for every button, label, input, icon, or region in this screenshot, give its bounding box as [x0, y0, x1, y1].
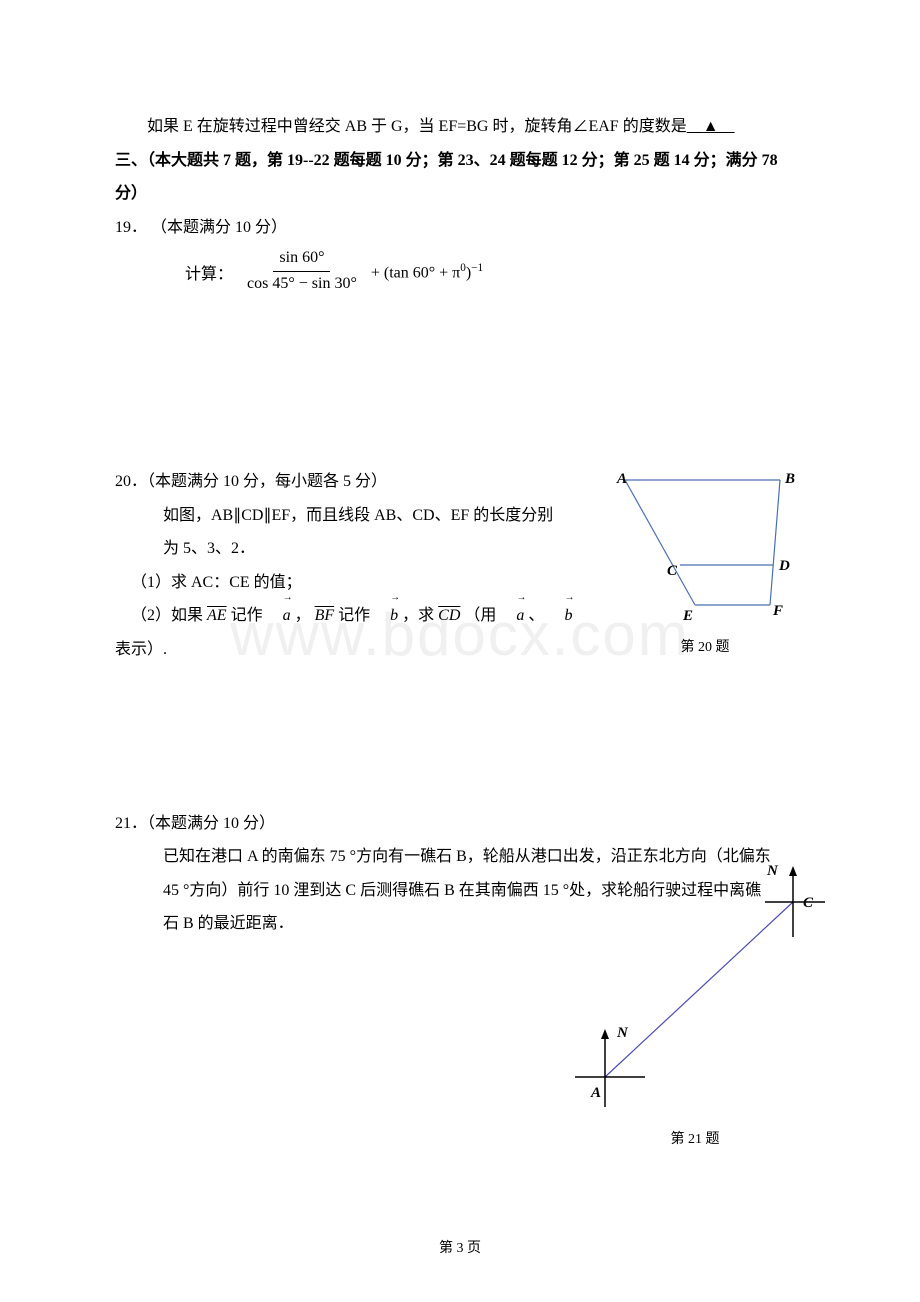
- q19-formula: 计算： sin 60° cos 45° − sin 30° + (tan 60°…: [185, 248, 805, 295]
- vec-a2: a: [500, 599, 524, 633]
- q20-part2: （2）如果 AE 记作 a ， BF 记作 b ，求 CD （用 a 、 b 表…: [115, 599, 585, 666]
- label-C: C: [667, 563, 678, 579]
- q20-caption: 第 20 题: [605, 636, 805, 656]
- q19-workspace: [115, 295, 805, 465]
- section3-heading: 三、（本大题共 7 题，第 19--22 题每题 10 分；第 23、24 题每…: [115, 144, 805, 211]
- q21-caption: 第 21 题: [555, 1128, 835, 1148]
- label-N1: N: [616, 1025, 629, 1041]
- label-A: A: [590, 1085, 601, 1101]
- page-number: 第 3 页: [0, 1237, 920, 1257]
- vec-CD: CD: [438, 607, 460, 624]
- page-content: 如果 E 在旋转过程中曾经交 AB 于 G，当 EF=BG 时，旋转角∠EAF …: [115, 110, 805, 941]
- label-F: F: [772, 603, 783, 619]
- q19-fraction: sin 60° cos 45° − sin 30°: [241, 248, 363, 295]
- label-A: A: [616, 471, 627, 487]
- q19-calc-label: 计算：: [185, 260, 233, 284]
- vec-b2: b: [548, 599, 572, 633]
- q18-text: 如果 E 在旋转过程中曾经交 AB 于 G，当 EF=BG 时，旋转角∠EAF …: [147, 118, 687, 135]
- q19-header: 19． （本题满分 10 分）: [115, 211, 805, 245]
- line-BF: [770, 480, 780, 605]
- q20-score: （本题满分 10 分，每小题各 5 分）: [147, 473, 387, 490]
- vec-AE: AE: [207, 607, 227, 624]
- label-E: E: [682, 608, 693, 624]
- q20-container: 20．（本题满分 10 分，每小题各 5 分） 如图，AB∥CD∥EF，而且线段…: [115, 465, 805, 667]
- label-N2: N: [766, 863, 779, 879]
- q19-plus-term: + (tan 60° + π0)−1: [371, 262, 483, 282]
- label-B: B: [784, 471, 795, 487]
- q20-figure: A B C D E F 第 20 题: [605, 465, 805, 656]
- q20-number: 20．: [115, 473, 147, 490]
- q20-header: 20．（本题满分 10 分，每小题各 5 分）: [115, 465, 585, 499]
- line-AC: [605, 902, 793, 1077]
- q20-workspace: [115, 667, 805, 807]
- q19-denominator: cos 45° − sin 30°: [241, 272, 363, 295]
- label-D: D: [778, 558, 790, 574]
- q20-text: 20．（本题满分 10 分，每小题各 5 分） 如图，AB∥CD∥EF，而且线段…: [115, 465, 585, 667]
- vec-b: b: [374, 599, 398, 633]
- q20-line1: 如图，AB∥CD∥EF，而且线段 AB、CD、EF 的长度分别: [115, 499, 585, 533]
- q21-figure: A C N N 第 21 题: [555, 857, 835, 1148]
- q18-continuation: 如果 E 在旋转过程中曾经交 AB 于 G，当 EF=BG 时，旋转角∠EAF …: [115, 110, 805, 144]
- q18-blank: ▲: [687, 118, 735, 135]
- arrow-A-up: [601, 1029, 609, 1039]
- vec-BF: BF: [315, 607, 335, 624]
- vec-a: a: [267, 599, 291, 633]
- q21-header: 21．（本题满分 10 分）: [115, 807, 805, 841]
- q19-numerator: sin 60°: [273, 248, 330, 272]
- q20-line2: 为 5、3、2．: [115, 532, 585, 566]
- q21-score: （本题满分 10 分）: [147, 815, 275, 832]
- q19-score: （本题满分 10 分）: [151, 219, 287, 236]
- q21-container: 21．（本题满分 10 分） 已知在港口 A 的南偏东 75 °方向有一礁石 B…: [115, 807, 805, 941]
- arrow-C-up: [789, 866, 797, 876]
- q21-svg: A C N N: [555, 857, 835, 1117]
- q19-number: 19．: [115, 219, 147, 236]
- q21-number: 21．: [115, 815, 147, 832]
- q20-svg: A B C D E F: [605, 465, 805, 625]
- label-C: C: [803, 895, 814, 911]
- line-AE: [625, 480, 695, 605]
